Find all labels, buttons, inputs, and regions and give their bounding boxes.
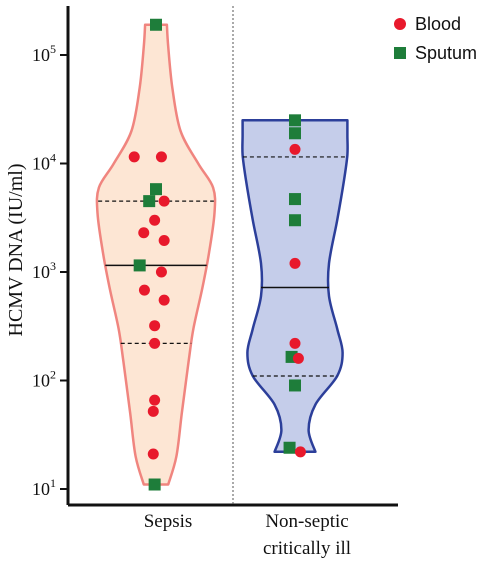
blood-point [294, 446, 306, 458]
legend-label: Blood [415, 14, 461, 34]
blood-point [149, 337, 161, 349]
x-category-label: Sepsis [144, 511, 193, 532]
legend-blood-marker [394, 18, 406, 30]
blood-point [128, 151, 140, 163]
blood-point [149, 320, 161, 332]
blood-point [155, 266, 167, 278]
y-tick-label: 101 [32, 476, 56, 499]
violins-layer [95, 23, 349, 486]
y-ticks-layer: 101 102 103 104 105 [32, 42, 68, 499]
x-category-label: Non-septic [265, 511, 348, 532]
sputum-point [148, 478, 161, 491]
blood-point [158, 195, 170, 207]
sputum-point [143, 195, 156, 208]
x-category-label: critically ill [263, 538, 351, 559]
sputum-point [289, 379, 301, 392]
axes-layer [66, 6, 398, 507]
violin-body [95, 23, 217, 486]
blood-point [138, 227, 150, 239]
legend-sputum-marker [394, 47, 406, 59]
y-tick-label: 105 [32, 42, 56, 65]
sputum-point [289, 114, 301, 127]
legend: Blood Sputum [394, 14, 477, 63]
y-tick-label: 104 [32, 151, 56, 174]
legend-label: Sputum [415, 43, 477, 63]
blood-point [292, 352, 304, 364]
points-layer [128, 18, 306, 491]
sputum-point [133, 259, 146, 272]
blood-point [289, 257, 301, 269]
violin-body [241, 119, 349, 454]
blood-point [147, 448, 159, 460]
blood-point [138, 284, 150, 296]
sputum-point [150, 183, 162, 196]
sputum-point [289, 193, 301, 206]
y-tick-label: 103 [32, 259, 56, 282]
blood-point [147, 405, 159, 417]
blood-point [158, 294, 170, 306]
blood-point [158, 235, 170, 247]
blood-point [149, 214, 161, 226]
y-tick-label: 102 [32, 368, 56, 391]
sputum-point [289, 214, 301, 227]
x-category-labels: Sepsis Non-septic critically ill [144, 511, 351, 559]
sputum-point [289, 127, 301, 140]
blood-point [289, 143, 301, 155]
y-axis-label: HCMV DNA (IU/ml) [5, 164, 27, 337]
blood-point [149, 394, 161, 406]
sputum-point [150, 18, 162, 31]
blood-point [289, 337, 301, 349]
blood-point [155, 151, 167, 163]
sputum-point [283, 441, 296, 454]
